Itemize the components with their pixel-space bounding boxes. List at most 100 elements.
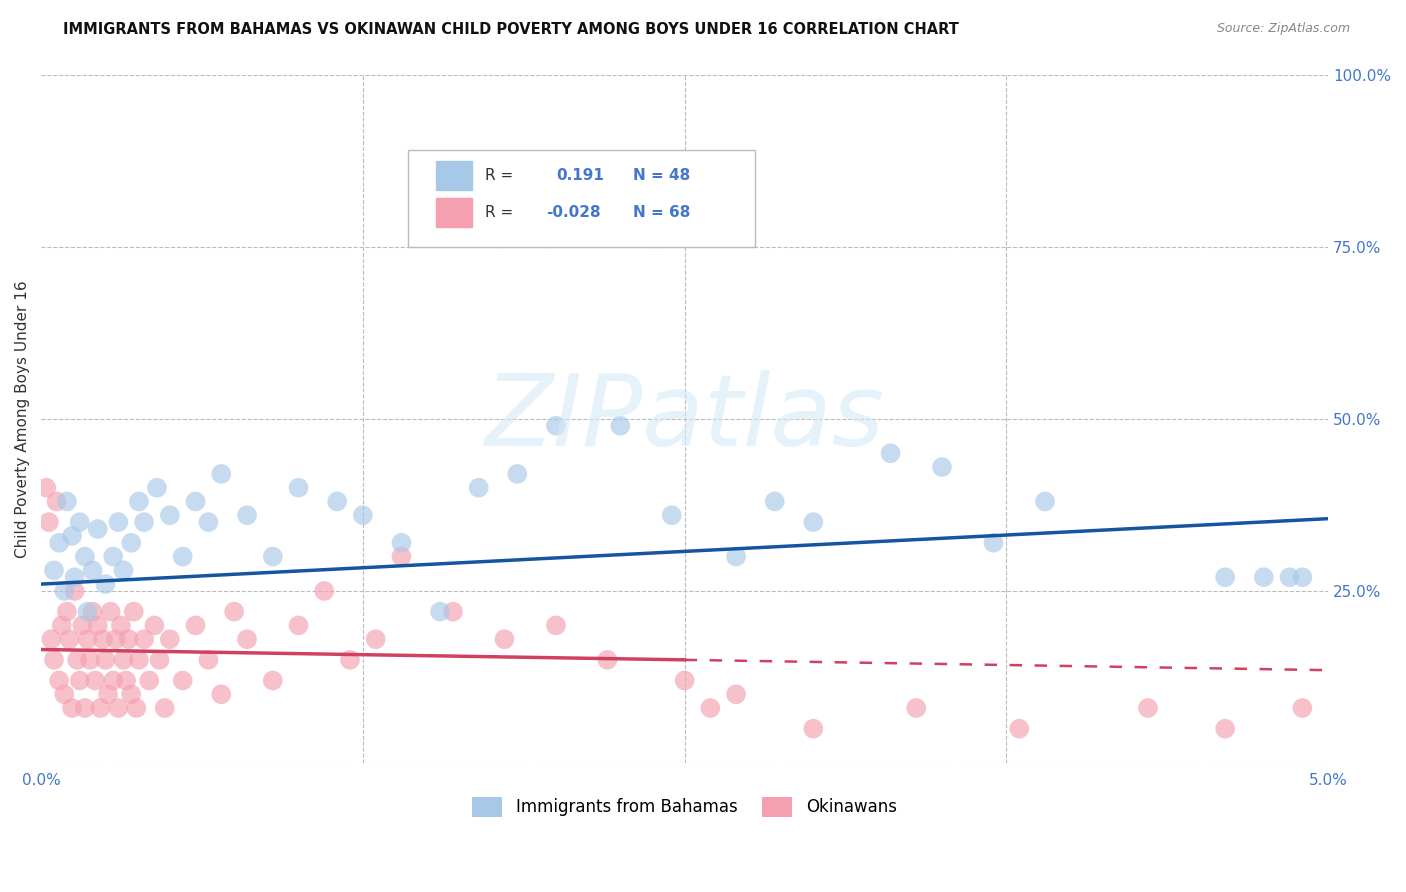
Text: R =: R =: [485, 169, 513, 183]
Point: [107, 701, 129, 715]
Point: [100, 605, 122, 619]
Point: [128, 653, 150, 667]
Point: [391, 549, 413, 564]
Point: [51, 618, 73, 632]
Point: [146, 481, 169, 495]
Point: [48, 673, 70, 688]
Point: [76, 632, 98, 647]
Point: [73, 701, 96, 715]
Point: [1253, 570, 1275, 584]
Point: [60, 529, 83, 543]
Point: [103, 549, 125, 564]
Point: [905, 701, 928, 715]
Point: [117, 632, 139, 647]
Text: N = 48: N = 48: [633, 169, 690, 183]
Point: [91, 632, 114, 647]
Point: [115, 673, 138, 688]
Bar: [436, 161, 472, 190]
Point: [45, 494, 67, 508]
Point: [72, 618, 94, 632]
Point: [661, 508, 683, 523]
Point: [79, 653, 101, 667]
Point: [128, 494, 150, 508]
Point: [172, 549, 194, 564]
Point: [224, 605, 246, 619]
Point: [172, 673, 194, 688]
Point: [120, 535, 142, 549]
Point: [544, 418, 567, 433]
Point: [84, 673, 107, 688]
Point: [87, 522, 110, 536]
Point: [673, 673, 696, 688]
Point: [82, 605, 104, 619]
Point: [725, 687, 748, 701]
Point: [97, 687, 120, 701]
Point: [42, 653, 65, 667]
Point: [287, 481, 309, 495]
Point: [132, 632, 155, 647]
Point: [63, 584, 86, 599]
Text: 0.191: 0.191: [555, 169, 603, 183]
Point: [983, 535, 1005, 549]
Point: [1278, 570, 1301, 584]
Point: [931, 460, 953, 475]
Point: [122, 605, 145, 619]
Point: [236, 508, 259, 523]
Point: [63, 570, 86, 584]
Point: [339, 653, 361, 667]
Point: [35, 481, 58, 495]
Point: [352, 508, 374, 523]
Point: [125, 701, 148, 715]
Point: [153, 701, 176, 715]
Point: [112, 653, 135, 667]
Point: [429, 605, 451, 619]
Point: [107, 515, 129, 529]
Point: [132, 515, 155, 529]
Point: [60, 701, 83, 715]
Point: [82, 563, 104, 577]
Point: [89, 701, 111, 715]
Point: [494, 632, 516, 647]
Point: [1213, 570, 1236, 584]
Point: [41, 632, 63, 647]
Point: [467, 481, 489, 495]
Y-axis label: Child Poverty Among Boys Under 16: Child Poverty Among Boys Under 16: [15, 280, 30, 558]
Point: [58, 632, 80, 647]
Point: [287, 618, 309, 632]
Point: [48, 535, 70, 549]
Point: [120, 687, 142, 701]
FancyBboxPatch shape: [408, 150, 755, 247]
Point: [596, 653, 619, 667]
Point: [763, 494, 786, 508]
Point: [94, 653, 117, 667]
Text: IMMIGRANTS FROM BAHAMAS VS OKINAWAN CHILD POVERTY AMONG BOYS UNDER 16 CORRELATIO: IMMIGRANTS FROM BAHAMAS VS OKINAWAN CHIL…: [63, 22, 959, 37]
Point: [38, 515, 60, 529]
Point: [879, 446, 901, 460]
Point: [209, 467, 232, 481]
Point: [138, 673, 160, 688]
Legend: Immigrants from Bahamas, Okinawans: Immigrants from Bahamas, Okinawans: [465, 790, 904, 823]
Point: [66, 653, 89, 667]
Point: [197, 515, 219, 529]
Point: [262, 673, 284, 688]
Point: [159, 508, 181, 523]
Text: Source: ZipAtlas.com: Source: ZipAtlas.com: [1216, 22, 1350, 36]
Point: [506, 467, 529, 481]
Point: [801, 722, 824, 736]
Point: [42, 563, 65, 577]
Point: [725, 549, 748, 564]
Point: [53, 584, 76, 599]
Point: [112, 563, 135, 577]
Point: [76, 605, 98, 619]
Point: [94, 577, 117, 591]
Text: -0.028: -0.028: [546, 205, 600, 220]
Point: [184, 618, 207, 632]
Point: [699, 701, 721, 715]
Point: [1033, 494, 1056, 508]
Text: R =: R =: [485, 205, 513, 220]
Point: [104, 632, 127, 647]
Point: [1136, 701, 1159, 715]
Point: [56, 494, 79, 508]
Point: [103, 673, 125, 688]
Point: [1291, 701, 1313, 715]
